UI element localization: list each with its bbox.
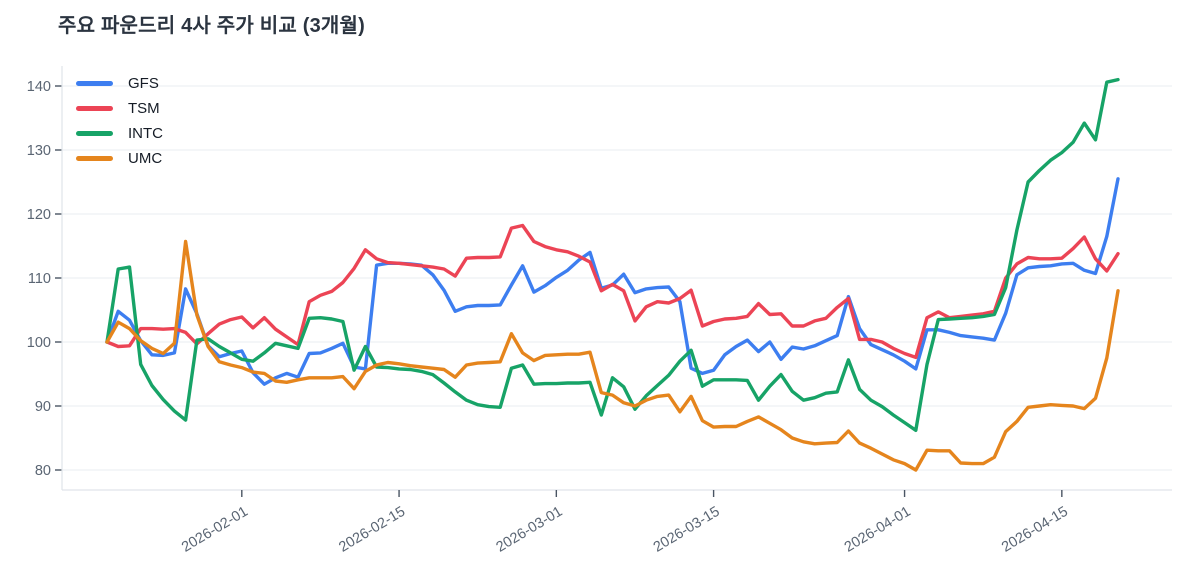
y-tick-label: 130 <box>27 143 51 159</box>
x-tick-label: 2026-03-01 <box>494 504 566 556</box>
legend-swatch-umc <box>76 156 113 161</box>
y-tick-label: 80 <box>35 463 51 479</box>
legend-label-tsm: TSM <box>128 100 160 117</box>
chart-title: 주요 파운드리 4사 주가 비교 (3개월) <box>58 15 365 37</box>
y-tick-label: 120 <box>27 207 51 223</box>
legend-item-gfs: GFS <box>76 71 163 96</box>
legend-label-umc: UMC <box>128 150 163 167</box>
y-tick-label: 100 <box>27 335 51 351</box>
series-line-gfs <box>105 177 1120 386</box>
x-tick-label: 2026-02-01 <box>179 504 251 556</box>
y-tick-label: 110 <box>28 271 51 287</box>
legend-item-intc: INTC <box>76 121 163 146</box>
legend-label-intc: INTC <box>128 125 163 142</box>
x-tick-label: 2026-03-15 <box>651 504 723 556</box>
x-tick-label: 2026-02-15 <box>336 504 408 556</box>
y-tick-label: 90 <box>35 399 51 415</box>
x-tick-label: 2026-04-15 <box>999 504 1071 556</box>
legend-item-tsm: TSM <box>76 96 163 121</box>
legend-swatch-tsm <box>76 106 113 111</box>
legend-swatch-intc <box>76 131 113 136</box>
y-tick-label: 140 <box>27 79 51 95</box>
series-line-intc <box>105 77 1120 432</box>
legend-item-umc: UMC <box>76 146 163 171</box>
legend-label-gfs: GFS <box>128 75 159 92</box>
legend: GFS TSM INTC UMC <box>76 71 163 171</box>
x-tick-label: 2026-04-01 <box>842 504 914 556</box>
series-line-umc <box>105 239 1120 472</box>
legend-swatch-gfs <box>76 81 113 86</box>
